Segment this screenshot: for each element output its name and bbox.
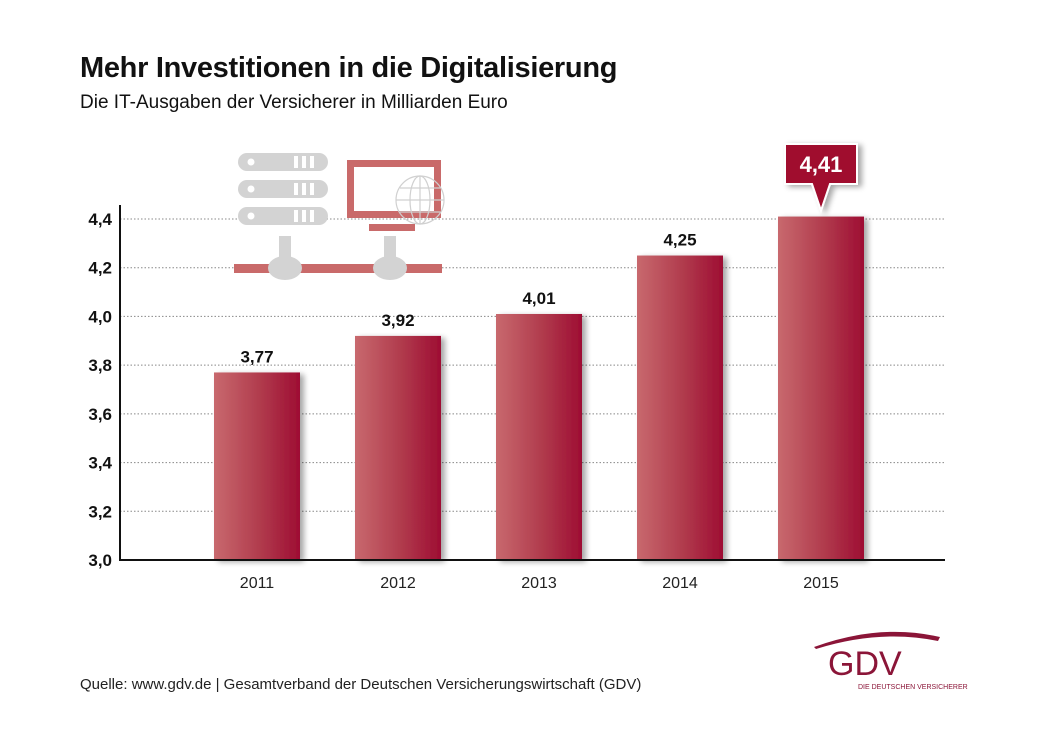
y-tick-label: 3,4 [88, 454, 112, 473]
bar-2015 [778, 216, 864, 561]
y-tick-label: 3,0 [88, 551, 112, 570]
y-tick-label: 4,4 [88, 210, 112, 229]
x-tick-label: 2015 [803, 575, 839, 592]
bar-2013 [496, 313, 582, 560]
highlight-callout: 4,41 [784, 143, 858, 214]
y-tick-label: 3,6 [88, 405, 112, 424]
gdv-logo: GDV DIE DEUTSCHEN VERSICHERER [814, 631, 968, 691]
x-tick-label: 2012 [380, 575, 416, 592]
y-tick-label: 4,2 [88, 259, 112, 278]
network-illustration [234, 153, 445, 280]
y-tick-label: 3,2 [88, 502, 112, 521]
bars [214, 216, 864, 561]
x-tick-label: 2013 [521, 575, 557, 592]
monitor-globe-icon [347, 160, 445, 260]
chart-title: Mehr Investitionen in die Digitalisierun… [80, 52, 618, 84]
data-label: 4,25 [663, 231, 696, 250]
network-line-icon [234, 256, 442, 280]
bar-2014 [637, 255, 723, 561]
server-icon [238, 153, 328, 260]
data-label: 3,92 [381, 311, 414, 330]
source-note: Quelle: www.gdv.de | Gesamtverband der D… [80, 676, 642, 693]
data-label-highlight: 4,41 [800, 152, 843, 177]
data-label: 3,77 [240, 347, 273, 366]
logo-arc-icon [814, 631, 940, 649]
data-labels: 3,77 3,92 4,01 4,25 [240, 231, 696, 367]
x-tick-label: 2014 [662, 575, 698, 592]
x-tick-label: 2011 [240, 575, 275, 592]
callout-bubble [784, 143, 858, 214]
logo-text: GDV [828, 645, 902, 683]
logo-tagline: DIE DEUTSCHEN VERSICHERER [858, 684, 968, 691]
chart-subtitle: Die IT-Ausgaben der Versicherer in Milli… [80, 92, 508, 113]
bar-2012 [355, 335, 441, 560]
y-tick-label: 4,0 [88, 307, 112, 326]
bar-2011 [214, 372, 300, 560]
axes: 3,0 3,2 3,4 3,6 3,8 4,0 4,2 4,4 2011 2012 2013 2014… [88, 205, 945, 592]
data-label: 4,01 [522, 289, 555, 308]
y-tick-label: 3,8 [88, 356, 112, 375]
